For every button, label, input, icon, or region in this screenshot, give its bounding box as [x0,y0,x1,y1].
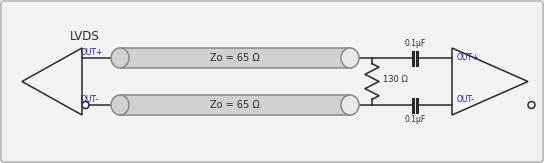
Ellipse shape [341,48,359,68]
Text: OUT-: OUT- [457,95,475,104]
Ellipse shape [111,48,129,68]
Text: 0.1μF: 0.1μF [404,114,425,124]
Text: 0.1μF: 0.1μF [404,39,425,49]
Text: Zo = 65 Ω: Zo = 65 Ω [210,100,260,110]
Text: OUT+: OUT+ [81,48,103,57]
Text: OUT-: OUT- [81,95,99,104]
Text: OUT+: OUT+ [457,53,479,62]
Bar [120,48,350,68]
Circle shape [528,102,535,109]
Bar [120,95,350,115]
Text: LVDS: LVDS [70,30,100,43]
Circle shape [82,102,89,109]
Ellipse shape [341,95,359,115]
Text: 130 Ω: 130 Ω [383,75,408,84]
Text: Zo = 65 Ω: Zo = 65 Ω [210,53,260,63]
Ellipse shape [111,95,129,115]
